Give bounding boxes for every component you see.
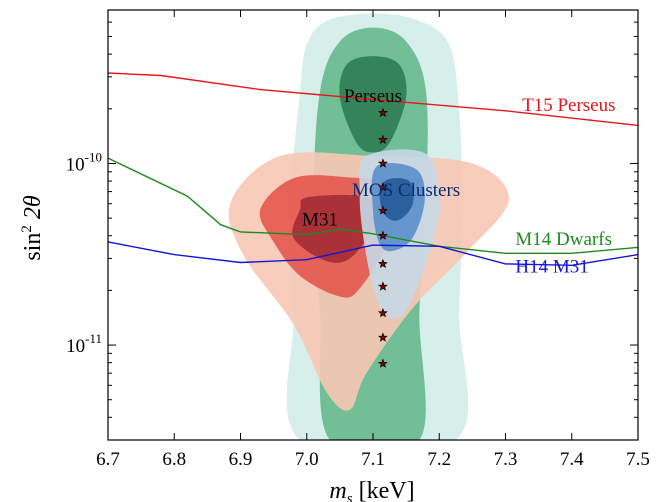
region-perseus-level-3 [339, 56, 407, 153]
region-mos-clusters-level-3 [379, 178, 414, 221]
y-axis-title: sin2 2θ [19, 195, 46, 261]
star-marker-10 [377, 332, 388, 342]
constraint-lines [108, 72, 638, 267]
star-marker-9 [377, 307, 388, 318]
annotation-labels: Perseus M31 MOS Clusters T15 Perseus M14 Dwa… [302, 86, 615, 277]
star-marker-1 [377, 107, 388, 117]
line-h14-m31 [108, 241, 638, 267]
line-m14-dwarfs [108, 157, 638, 255]
x-axis: 6.7 6.8 6.9 7.0 7.1 7.2 7.3 7.4 7.5 [96, 10, 650, 470]
x-tick-label: 7.0 [295, 449, 319, 470]
region-label-m31: M31 [302, 210, 338, 231]
line-label-m14-dwarfs: M14 Dwarfs [515, 229, 612, 250]
x-tick-label: 7.5 [626, 449, 650, 470]
line-t15-perseus [108, 72, 638, 127]
star-marker-2 [377, 134, 388, 144]
y-axis: 10-10 10-11 [66, 21, 638, 441]
contour-regions [228, 13, 509, 440]
x-axis-title: ms [keV] [329, 478, 414, 502]
x-tick-label: 7.1 [361, 449, 385, 470]
x-tick-label: 7.2 [427, 449, 451, 470]
x-tick-label: 6.9 [229, 449, 253, 470]
line-label-h14-m31: H14 M31 [515, 257, 588, 278]
star-marker-7 [377, 258, 388, 268]
star-marker-3 [377, 158, 388, 168]
star-marker-6 [377, 230, 388, 240]
y-tick-label: 10-11 [66, 331, 102, 357]
y-tick-label: 10-10 [66, 150, 102, 176]
region-m31-level-3 [292, 194, 380, 263]
x-tick-label: 6.7 [96, 449, 120, 470]
x-tick-label: 7.4 [560, 449, 584, 470]
star-marker-11 [377, 358, 388, 368]
star-marker-5 [377, 205, 388, 215]
star-marker-4 [377, 182, 388, 192]
line-label-t15-perseus: T15 Perseus [522, 95, 615, 116]
x-tick-label: 7.3 [494, 449, 518, 470]
region-label-perseus: Perseus [344, 86, 402, 107]
star-markers [377, 107, 388, 368]
x-tick-label: 6.8 [162, 449, 186, 470]
region-label-mos-clusters: MOS Clusters [352, 180, 460, 201]
region-mos-clusters [359, 149, 440, 319]
star-marker-8 [377, 281, 388, 291]
